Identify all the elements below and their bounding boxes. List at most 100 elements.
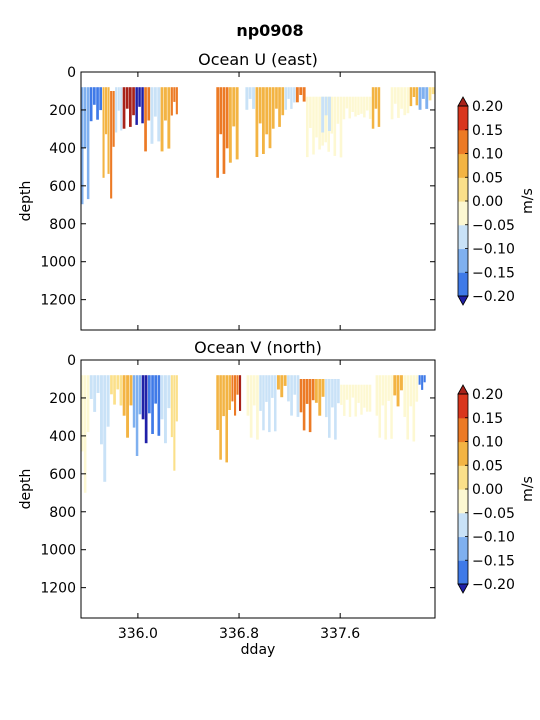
heatmap-cell	[231, 375, 234, 402]
heatmap-cell	[351, 384, 355, 398]
heatmap-cell	[409, 87, 413, 107]
heatmap-cell	[393, 87, 397, 104]
heatmap-cell	[160, 375, 164, 420]
colorbar-tick-label: 0.15	[472, 411, 503, 427]
y-tick-label: 600	[49, 179, 76, 195]
heatmap-cell	[368, 96, 372, 119]
heatmap-cell	[113, 375, 116, 405]
heatmap-cell	[318, 96, 321, 150]
heatmap-cell	[412, 87, 416, 97]
plot-border	[80, 71, 436, 331]
colorbar-band	[458, 512, 468, 538]
heatmap-cell	[86, 375, 90, 433]
heatmap-cell	[116, 375, 120, 390]
heatmap-cell	[306, 96, 309, 158]
colorbar-tick-label: 0.00	[472, 482, 503, 498]
heatmap-cell	[271, 375, 274, 398]
heatmap-cell	[110, 91, 113, 199]
heatmap-cell	[363, 384, 366, 408]
heatmap-cell	[147, 87, 151, 121]
colorbar-tick-label: 0.20	[472, 99, 503, 115]
heatmap-cell	[412, 375, 416, 442]
heatmap-layer	[81, 375, 426, 493]
panel-title: Ocean V (north)	[194, 338, 322, 357]
heatmap-cell	[125, 87, 129, 109]
y-tick-label: 1000	[40, 255, 76, 271]
colorbar-extend-over	[457, 96, 469, 107]
heatmap-cell	[312, 96, 315, 155]
y-axis-ticks: 0 200 400 600 800 1000 1200	[40, 65, 435, 309]
heatmap-cell	[318, 379, 322, 416]
y-tick-label: 400	[49, 141, 76, 157]
colorbar-band	[458, 129, 468, 155]
y-axis-label: depth	[18, 181, 34, 222]
colorbar-label: m/s	[520, 476, 536, 502]
heatmap-cell	[115, 87, 118, 133]
heatmap-cell	[324, 96, 328, 116]
y-tick-label: 0	[67, 353, 76, 369]
heatmap-cell	[144, 87, 147, 152]
y-axis-label: depth	[18, 469, 34, 510]
heatmap-cell	[107, 87, 110, 174]
heatmap-cell	[112, 91, 115, 147]
heatmap-cell	[325, 379, 328, 418]
heatmap-cell	[343, 384, 346, 416]
y-tick-label: 200	[49, 391, 76, 407]
heatmap-cell	[315, 96, 318, 138]
heatmap-cell	[281, 87, 285, 116]
colorbar-tick-label: −0.15	[472, 265, 515, 281]
heatmap-cell	[330, 96, 334, 134]
colorbar-band	[458, 489, 468, 514]
heatmap-cell	[415, 375, 419, 402]
heatmap-cell	[228, 375, 231, 410]
heatmap-cell	[381, 375, 384, 406]
heatmap-cell	[274, 375, 277, 432]
y-tick-label: 800	[49, 217, 76, 233]
heatmap-cell	[354, 96, 357, 117]
heatmap-cell	[425, 87, 429, 109]
heatmap-cell	[234, 375, 237, 416]
heatmap-cell	[154, 375, 157, 404]
heatmap-cell	[153, 87, 157, 117]
heatmap-cell	[308, 379, 312, 433]
heatmap-cell	[170, 375, 173, 438]
heatmap-cell	[390, 87, 394, 120]
heatmap-cell	[89, 375, 93, 399]
heatmap-cell	[351, 96, 354, 112]
heatmap-cell	[225, 375, 228, 463]
heatmap-cell	[406, 87, 410, 114]
y-tick-label: 1200	[40, 293, 76, 309]
x-tick-label: 337.6	[320, 626, 360, 642]
heatmap-cell	[275, 87, 278, 109]
heatmap-cell	[277, 375, 280, 390]
colorbar: 0.20 0.15 0.10 0.05 0.00 −0.05 −0.10 −0.15 −0.20	[457, 384, 515, 594]
y-tick-label: 800	[49, 505, 76, 521]
heatmap-cell	[170, 87, 173, 116]
colorbar-label: m/s	[520, 188, 536, 214]
heatmap-cell	[403, 87, 407, 116]
y-tick-label: 1000	[40, 543, 76, 559]
heatmap-cell	[120, 87, 123, 131]
heatmap-cell	[219, 375, 222, 460]
heatmap-cell	[129, 375, 133, 406]
colorbar-tick-label: 0.20	[472, 387, 503, 403]
heatmap-cell	[256, 375, 259, 440]
heatmap-cell	[265, 375, 268, 402]
heatmap-cell	[225, 87, 229, 149]
heatmap-cell	[271, 87, 275, 129]
heatmap-cell	[302, 87, 306, 102]
figure-title: np0908	[236, 21, 303, 40]
heatmap-cell	[219, 87, 223, 135]
y-tick-label: 1200	[40, 581, 76, 597]
heatmap-cell	[397, 87, 400, 118]
heatmap-cell	[167, 87, 171, 149]
heatmap-cell	[175, 87, 178, 115]
heatmap-cell	[268, 375, 271, 433]
heatmap-cell	[110, 375, 113, 395]
x-axis-ticks	[137, 72, 341, 330]
heatmap-cell	[418, 375, 421, 385]
panel-ocean-v: Ocean V (north) 0 200 400 600 800 1000 1200 33…	[18, 338, 536, 658]
heatmap-cell	[86, 87, 90, 200]
heatmap-cell	[99, 87, 102, 111]
heatmap-cell	[151, 375, 154, 434]
